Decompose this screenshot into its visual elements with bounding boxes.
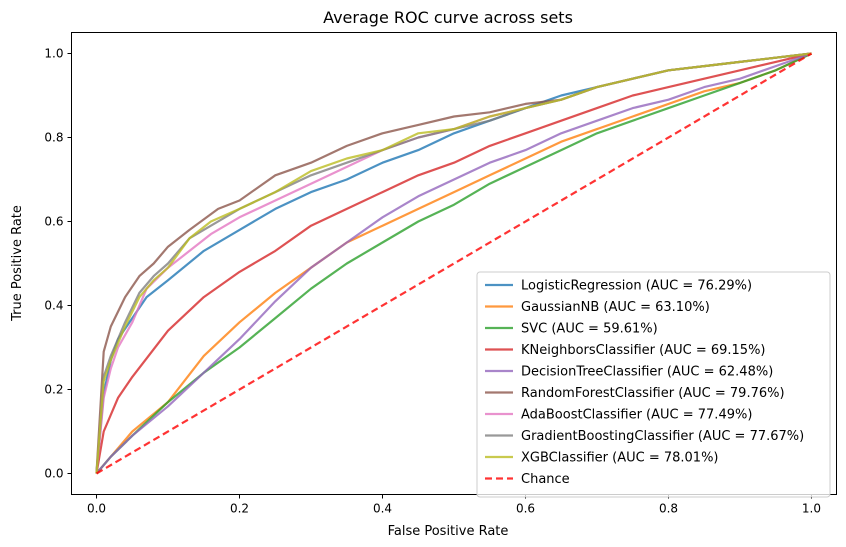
legend-label-6: AdaBoostClassifier (AUC = 77.49%) bbox=[521, 408, 752, 423]
y-tick-label: 0.0 bbox=[44, 467, 63, 481]
series-line-9 bbox=[95, 52, 813, 475]
legend: LogisticRegression (AUC = 76.29%) Gaussia… bbox=[476, 271, 831, 498]
series-line-2 bbox=[95, 52, 812, 475]
legend-label-7: GradientBoostingClassifier (AUC = 77.67%… bbox=[521, 429, 804, 444]
legend-label-4: DecisionTreeClassifier (AUC = 62.48%) bbox=[521, 365, 773, 380]
y-tick-label: 0.2 bbox=[44, 383, 63, 397]
legend-label-0: LogisticRegression (AUC = 76.29%) bbox=[521, 279, 752, 294]
x-tick-label: 0.8 bbox=[659, 502, 678, 516]
series-line-3 bbox=[95, 52, 812, 474]
y-axis-label: True Positive Rate bbox=[10, 205, 25, 322]
legend-label-1: GaussianNB (AUC = 63.10%) bbox=[521, 300, 710, 315]
legend-label-9: Chance bbox=[521, 472, 570, 487]
y-tick-label: 0.8 bbox=[44, 131, 63, 145]
legend-label-5: RandomForestClassifier (AUC = 79.76%) bbox=[521, 386, 785, 401]
series-line-4 bbox=[95, 52, 812, 475]
x-tick-label: 0.4 bbox=[373, 502, 392, 516]
plot-series bbox=[95, 52, 813, 475]
y-tick-label: 0.4 bbox=[44, 299, 63, 313]
series-line-1 bbox=[95, 52, 812, 475]
x-tick-label: 0.2 bbox=[230, 502, 249, 516]
legend-label-2: SVC (AUC = 59.61%) bbox=[521, 322, 658, 337]
x-tick-label: 0.0 bbox=[87, 502, 106, 516]
x-tick-label: 0.6 bbox=[516, 502, 535, 516]
chart-title: Average ROC curve across sets bbox=[323, 8, 573, 27]
legend-label-8: XGBClassifier (AUC = 78.01%) bbox=[521, 451, 719, 466]
legend-label-3: KNeighborsClassifier (AUC = 69.15%) bbox=[521, 343, 766, 358]
x-axis-label: False Positive Rate bbox=[388, 524, 509, 539]
plot-frame bbox=[71, 32, 837, 495]
x-tick-label: 1.0 bbox=[802, 502, 821, 516]
y-tick-label: 0.6 bbox=[44, 215, 63, 229]
series-line-8 bbox=[95, 52, 812, 474]
y-axis-ticks: 0.0 0.2 0.4 0.6 0.8 1.0 bbox=[44, 47, 72, 481]
y-tick-label: 1.0 bbox=[44, 47, 63, 61]
x-axis-ticks: 0.0 0.2 0.4 0.6 0.8 1.0 bbox=[87, 494, 821, 516]
legend-box bbox=[476, 271, 831, 498]
